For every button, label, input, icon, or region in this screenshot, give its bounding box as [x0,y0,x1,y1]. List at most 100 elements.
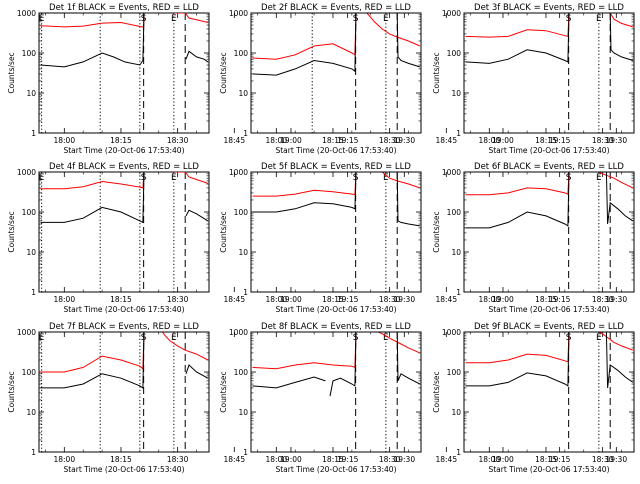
y-tick-label: 1000 [229,9,248,18]
y-tick-label: 1000 [442,168,461,177]
x-axis-label: Start Time (20-Oct-06 17:53:40) [488,305,609,314]
series-line-events [465,172,634,229]
plot-frame [250,331,422,453]
y-tick-label: 1 [31,129,36,138]
plot-frame [463,12,635,134]
x-tick-label: 19:00 [492,136,514,145]
marker-label: E [39,173,45,183]
y-tick-label: 1 [243,129,248,138]
plot-frame [250,12,422,134]
panel-title: Det 1f BLACK = Events, RED = LLD [49,3,199,13]
panel-title: Det 6f BLACK = Events, RED = LLD [474,162,624,172]
y-tick-label: 100 [234,368,249,377]
y-axis-label: Counts/sec [432,52,441,93]
x-tick-label: 19:30 [393,455,415,464]
marker-label: E [596,333,602,343]
y-tick-label: 100 [447,368,462,377]
series-line-lld [465,13,634,38]
y-axis-label: Counts/sec [432,211,441,252]
y-tick-label: 1000 [229,328,248,337]
x-tick-label: 19:00 [280,455,302,464]
x-tick-label: 19:30 [393,136,415,145]
x-tick-label: 18:00 [265,295,287,304]
y-axis-label: Counts/sec [432,371,441,412]
y-tick-label: 1 [31,288,36,297]
y-axis-label: Counts/sec [7,52,16,93]
panel-title: Det 2f BLACK = Events, RED = LLD [261,3,411,13]
x-tick-label: 18:00 [53,295,75,304]
y-tick-label: 10 [451,248,461,257]
x-tick-label: 18:00 [53,136,75,145]
x-tick-label: 18:30 [592,295,614,304]
x-axis-label: Start Time (20-Oct-06 17:53:40) [275,146,396,155]
marker-label: E [39,14,45,24]
x-tick-label: 18:00 [478,136,500,145]
x-axis-label: Start Time (20-Oct-06 17:53:40) [275,465,396,474]
y-tick-label: 1000 [17,9,36,18]
x-tick-label: 18:45 [223,136,245,145]
series-line-lld [40,172,209,190]
x-tick-label: 18:30 [167,455,189,464]
x-tick-label: 18:30 [167,136,189,145]
marker-label: E [383,333,389,343]
x-tick-label: 19:00 [492,455,514,464]
x-tick-label: 19:30 [393,295,415,304]
x-axis-label: Start Time (20-Oct-06 17:53:40) [275,305,396,314]
x-tick-label: 19:00 [280,295,302,304]
plot-frame [38,171,210,293]
x-tick-label: 18:00 [478,295,500,304]
x-axis-label: Start Time (20-Oct-06 17:53:40) [63,146,184,155]
series-line-events [40,332,209,389]
plot-frame [463,331,635,453]
x-tick-label: 18:30 [379,455,401,464]
x-tick-label: 18:00 [53,455,75,464]
y-tick-label: 10 [26,248,36,257]
x-tick-label: 18:45 [435,455,457,464]
y-tick-label: 100 [447,49,462,58]
y-tick-label: 1000 [442,9,461,18]
x-tick-label: 19:30 [605,455,627,464]
plot-frame [38,331,210,453]
x-tick-label: 18:30 [379,295,401,304]
y-tick-label: 100 [234,208,249,217]
panel-8: Det 8f BLACK = Events, RED = LLD 1 10 100 10… [219,322,627,474]
panel-1: Det 1f BLACK = Events, RED = LLD 1 10 100 10… [7,3,415,155]
marker-label: E [596,173,602,183]
marker-label: E [383,173,389,183]
x-tick-label: 19:00 [280,136,302,145]
marker-label: E [171,173,177,183]
x-tick-label: 18:15 [110,136,132,145]
x-tick-label: 18:15 [535,136,557,145]
x-tick-label: 18:45 [223,295,245,304]
x-tick-label: 18:45 [223,455,245,464]
x-tick-label: 18:00 [478,455,500,464]
x-tick-label: 18:15 [110,455,132,464]
x-tick-label: 19:15 [549,295,571,304]
series-line-events [465,332,634,388]
x-tick-label: 18:00 [265,136,287,145]
series-line-lld [252,172,421,197]
x-tick-label: 19:30 [605,295,627,304]
panel-title: Det 5f BLACK = Events, RED = LLD [261,162,411,172]
y-tick-label: 10 [238,248,248,257]
y-tick-label: 100 [447,208,462,217]
y-axis-label: Counts/sec [219,211,228,252]
panel-6: Det 6f BLACK = Events, RED = LLD 1 10 100 10… [432,162,635,314]
series-line-events [40,172,209,224]
x-tick-label: 18:45 [435,136,457,145]
panel-title: Det 8f BLACK = Events, RED = LLD [261,322,411,332]
y-tick-label: 1 [31,448,36,457]
y-tick-label: 100 [234,49,249,58]
series-line-lld [465,172,634,196]
x-tick-label: 19:00 [492,295,514,304]
series-line-lld [252,13,421,60]
x-axis-label: Start Time (20-Oct-06 17:53:40) [63,305,184,314]
x-tick-label: 18:15 [535,295,557,304]
panel-title: Det 4f BLACK = Events, RED = LLD [49,162,199,172]
x-tick-label: 19:15 [549,455,571,464]
y-tick-label: 1 [456,129,461,138]
y-tick-label: 10 [451,89,461,98]
x-tick-label: 19:15 [549,136,571,145]
